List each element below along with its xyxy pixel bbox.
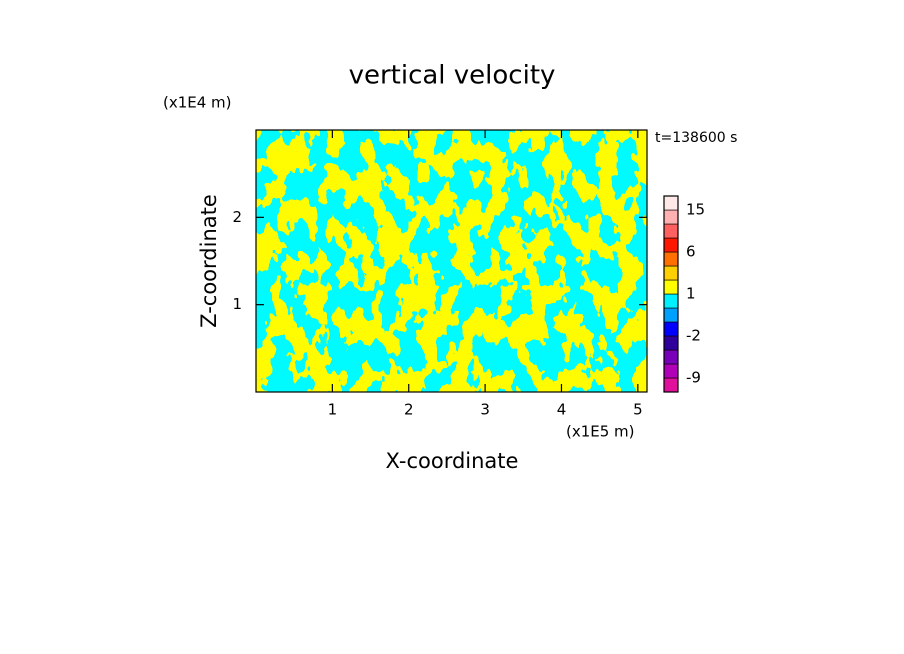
colorbar-tick-label: 15 xyxy=(686,201,705,219)
x-axis-label: X-coordinate xyxy=(386,449,519,473)
contour-field xyxy=(256,130,647,392)
colorbar-frame xyxy=(663,195,679,393)
colorbar-tick-label: -9 xyxy=(686,369,701,387)
colorbar-segment xyxy=(663,251,679,267)
colorbar-segment xyxy=(663,335,679,351)
x-tick-label: 2 xyxy=(404,401,414,419)
colorbar-segment xyxy=(663,377,679,393)
y-tick-label: 1 xyxy=(232,295,242,313)
x-tick-label: 1 xyxy=(328,401,338,419)
y-axis-label: Z-coordinate xyxy=(197,194,221,328)
contour-fill xyxy=(256,130,647,392)
colorbar-segment xyxy=(663,349,679,365)
colorbar-segment xyxy=(663,293,679,309)
colorbar-segment xyxy=(663,363,679,379)
colorbar-tick-label: 6 xyxy=(686,243,696,261)
x-tick-label: 3 xyxy=(480,401,490,419)
plot-frame xyxy=(255,129,648,393)
colorbar-segment xyxy=(663,223,679,239)
y-tick-label: 2 xyxy=(232,208,242,226)
x-tick-label: 4 xyxy=(557,401,567,419)
colorbar-segment xyxy=(663,237,679,253)
colorbar-segment xyxy=(663,279,679,295)
x-multiplier: (x1E5 m) xyxy=(566,423,635,441)
y-multiplier: (x1E4 m) xyxy=(163,94,232,112)
colorbar-segment xyxy=(663,265,679,281)
chart-title: vertical velocity xyxy=(349,61,556,91)
colorbar-segment xyxy=(663,209,679,225)
colorbar-segment xyxy=(663,195,679,211)
colorbar-segment xyxy=(663,307,679,323)
time-annotation: t=138600 s xyxy=(655,130,737,146)
colorbar-tick-label: -2 xyxy=(686,327,701,345)
x-tick-label: 5 xyxy=(633,401,643,419)
colorbar-tick-label: 1 xyxy=(686,285,696,303)
colorbar-segment xyxy=(663,321,679,337)
